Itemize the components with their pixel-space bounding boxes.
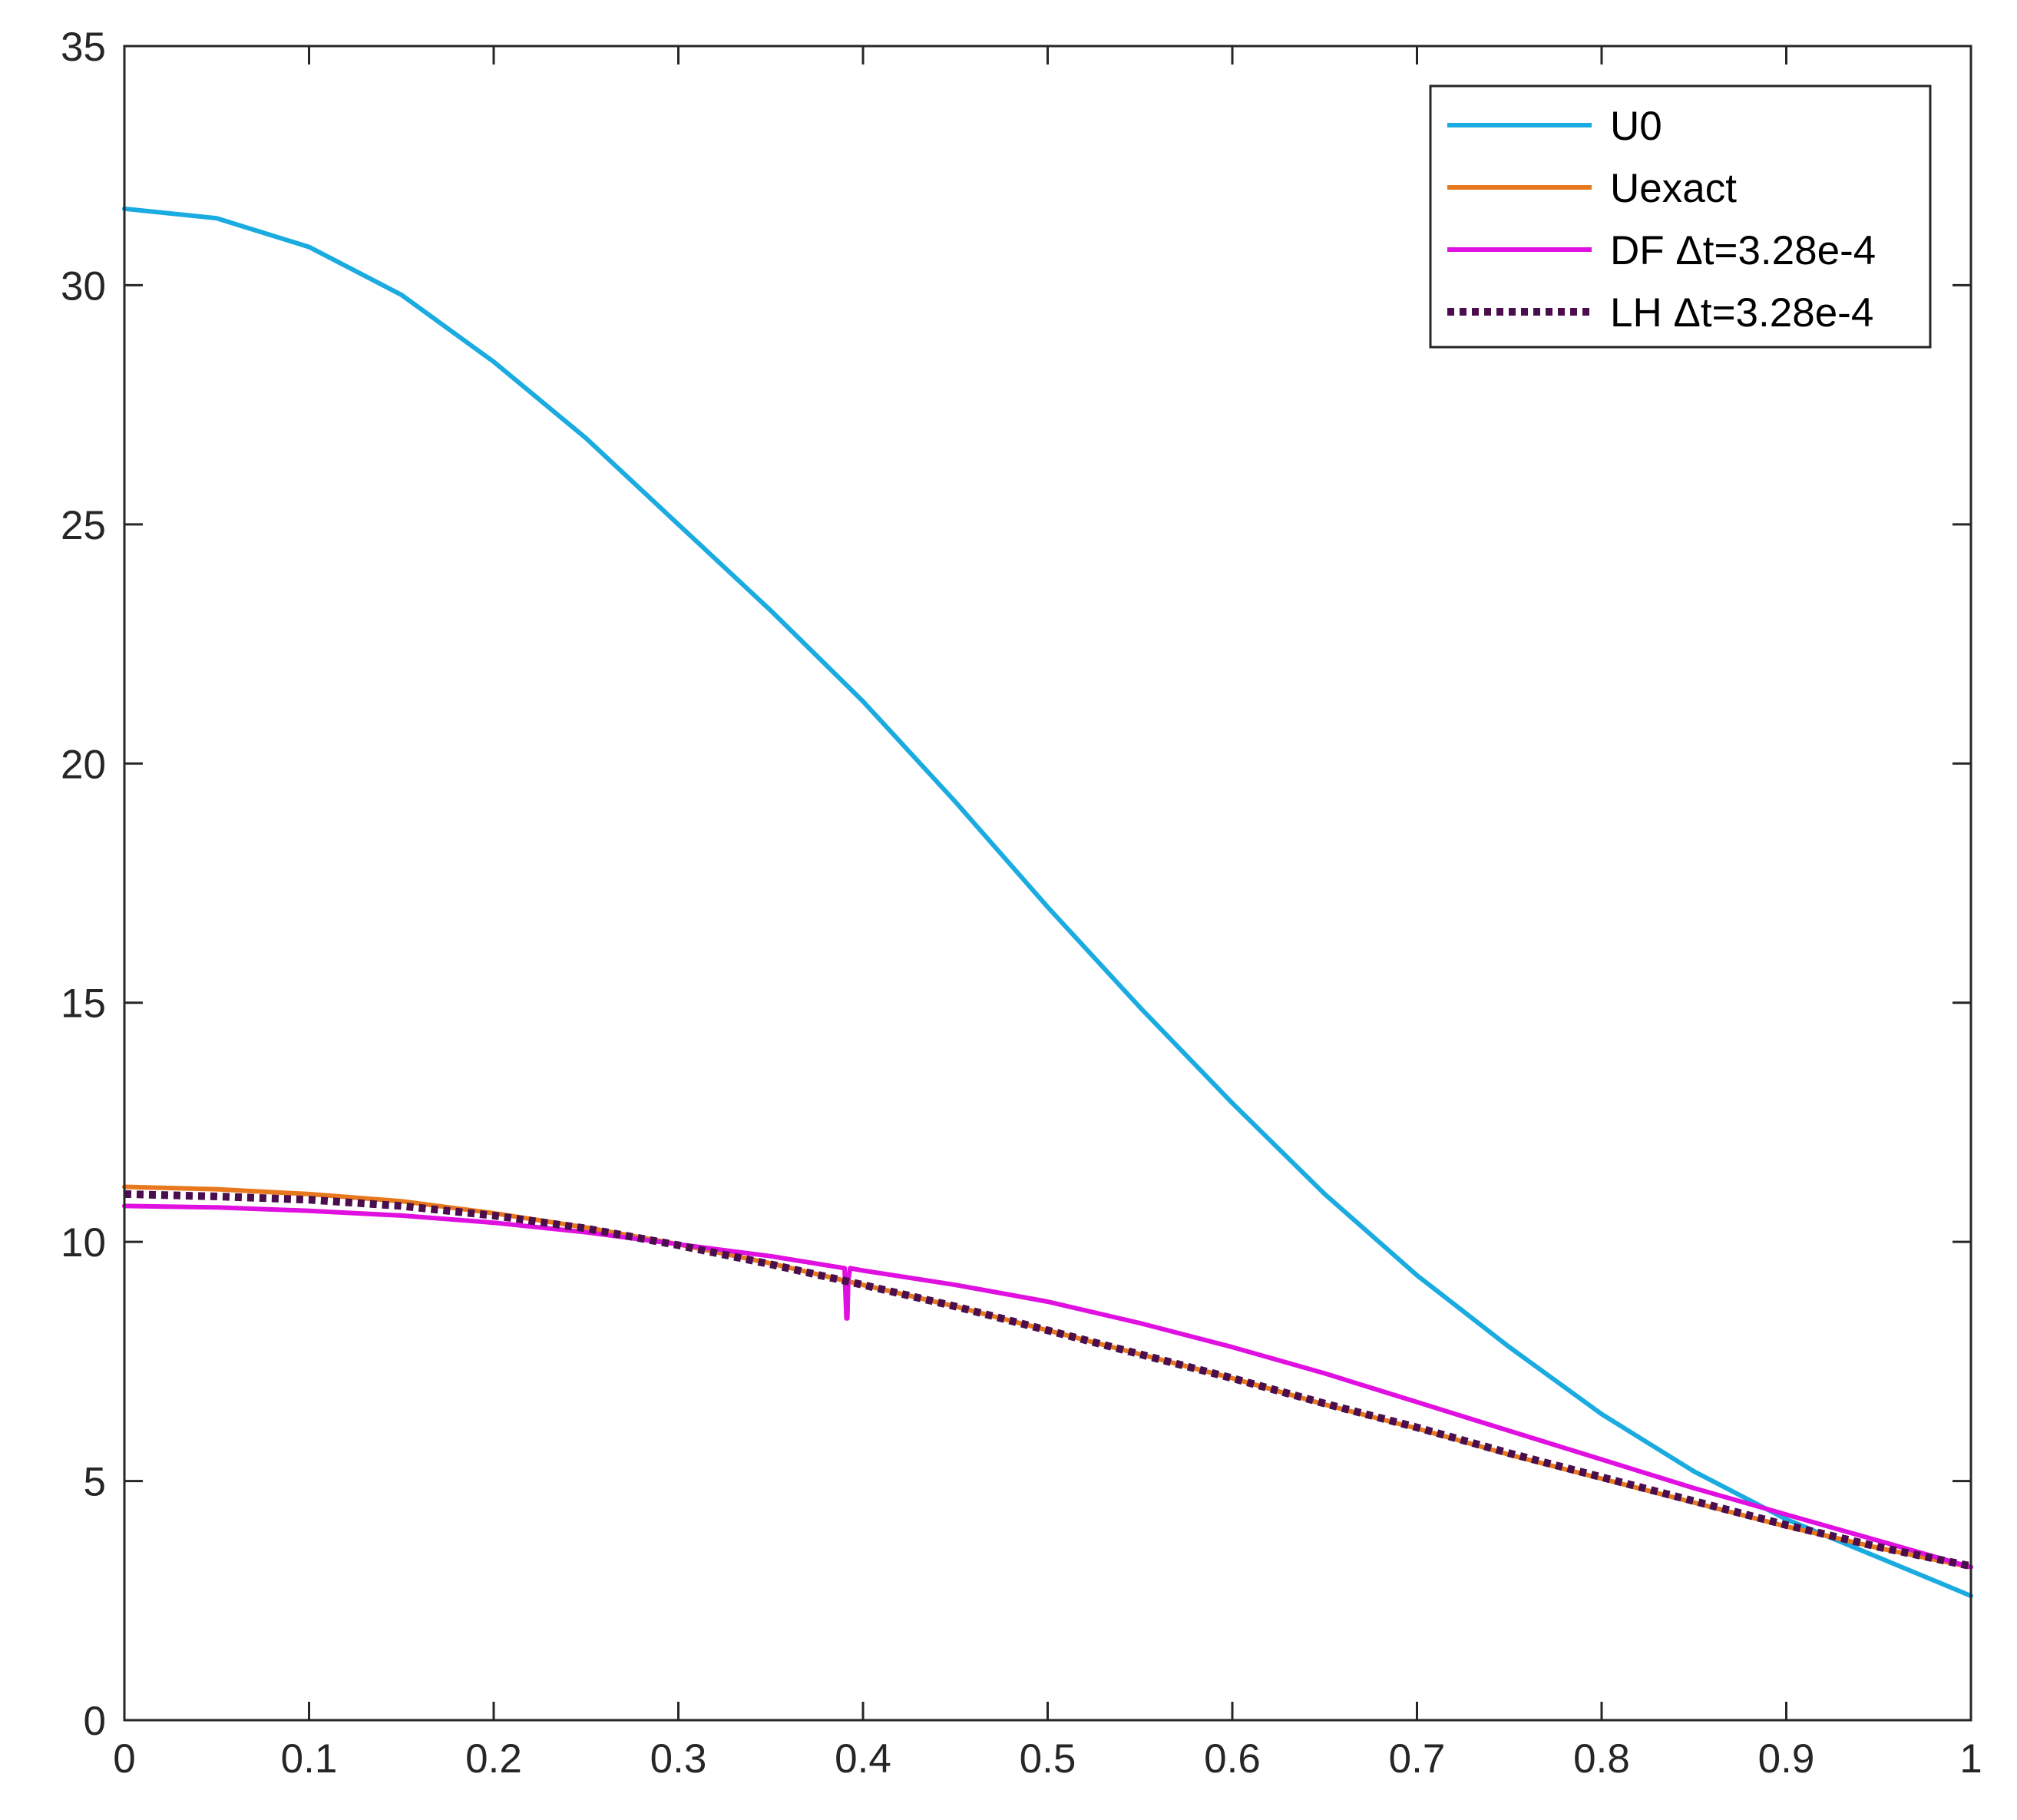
x-tick-label: 0.4 bbox=[835, 1736, 891, 1782]
x-tick-label: 0.2 bbox=[465, 1736, 522, 1782]
y-tick-label: 35 bbox=[61, 25, 106, 70]
legend-label-0: U0 bbox=[1610, 104, 1662, 149]
y-tick-label: 15 bbox=[61, 981, 106, 1027]
series-layer bbox=[122, 206, 1973, 1599]
x-tick-label: 0.1 bbox=[281, 1736, 338, 1782]
x-tick-label: 0.7 bbox=[1389, 1736, 1446, 1782]
x-tick-label: 0.8 bbox=[1573, 1736, 1630, 1782]
x-tick-label: 0.3 bbox=[650, 1736, 707, 1782]
y-tick-label: 20 bbox=[61, 742, 106, 787]
x-tick-label: 1 bbox=[1959, 1736, 1982, 1782]
y-tick-label: 10 bbox=[61, 1220, 106, 1266]
x-tick-label: 0.5 bbox=[1020, 1736, 1076, 1782]
x-tick-label: 0.6 bbox=[1204, 1736, 1261, 1782]
legend-box bbox=[1429, 84, 1932, 349]
legend: U0 Uexact DF Δt=3.28e-4 LH Δt=3.28e-4 bbox=[1429, 84, 1932, 349]
y-tick-label: 30 bbox=[61, 263, 106, 309]
y-tick-label: 5 bbox=[84, 1460, 106, 1505]
series-line-3 bbox=[124, 1190, 1972, 1570]
legend-label-2: DF Δt=3.28e-4 bbox=[1610, 228, 1876, 273]
series-line-0 bbox=[122, 206, 1973, 1599]
legend-label-1: Uexact bbox=[1610, 166, 1737, 211]
x-tick-label: 0 bbox=[113, 1736, 135, 1782]
series-line-2 bbox=[122, 1203, 1973, 1570]
x-tick-label: 0.9 bbox=[1758, 1736, 1815, 1782]
y-tick-label: 0 bbox=[84, 1699, 106, 1744]
ticks-layer bbox=[123, 45, 1972, 1722]
tick-labels: 0 0.1 0.2 0.3 0.4 0.5 0.6 0.7 0.8 0.9 105101520253… bbox=[61, 25, 1982, 1782]
legend-label-3: LH Δt=3.28e-4 bbox=[1610, 290, 1873, 336]
y-tick-label: 25 bbox=[61, 503, 106, 548]
